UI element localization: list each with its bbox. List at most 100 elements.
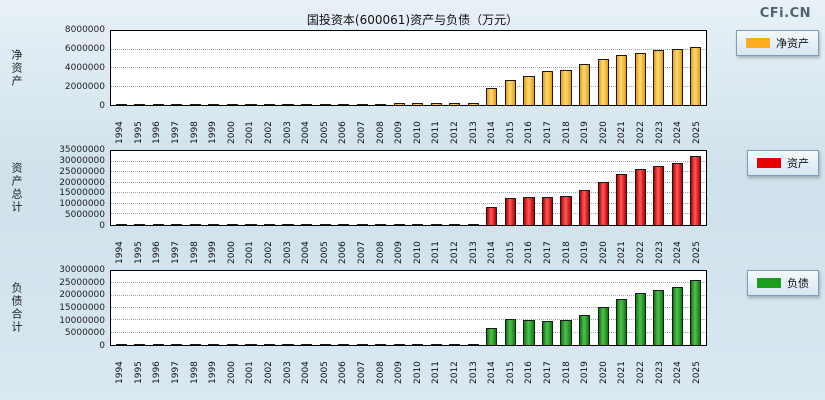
legend-label: 资产 bbox=[787, 157, 809, 170]
x-tick-2019: 2019 bbox=[580, 361, 591, 384]
bar-2020 bbox=[597, 306, 609, 345]
bar-2013 bbox=[467, 224, 479, 225]
bar-2021 bbox=[616, 174, 628, 225]
bar-2004 bbox=[301, 224, 313, 225]
y-axis-title-net-assets: 净资产 bbox=[10, 48, 23, 88]
bar-2000 bbox=[226, 224, 238, 225]
bar-2019 bbox=[578, 315, 591, 345]
bar-2023 bbox=[653, 290, 665, 345]
bar-2011 bbox=[430, 344, 442, 345]
x-tick-2009: 2009 bbox=[394, 361, 405, 384]
y-tick-label: 10000000 bbox=[59, 315, 105, 326]
x-tick-2002: 2002 bbox=[264, 241, 275, 264]
bar-1997 bbox=[171, 344, 183, 345]
page-title: 国投资本(600061)资产与负债（万元） bbox=[306, 13, 519, 27]
gridline bbox=[111, 202, 706, 204]
x-tick-2002: 2002 bbox=[264, 361, 275, 384]
x-tick-1997: 1997 bbox=[171, 121, 182, 144]
x-tick-2021: 2021 bbox=[617, 121, 628, 144]
x-tick-2024: 2024 bbox=[673, 361, 684, 384]
bar-2010 bbox=[412, 224, 424, 225]
bar-1997 bbox=[171, 224, 183, 225]
x-tick-2005: 2005 bbox=[319, 121, 330, 144]
x-tick-2013: 2013 bbox=[468, 361, 479, 384]
x-tick-1998: 1998 bbox=[189, 241, 200, 264]
header: 国投资本(600061)资产与负债（万元） CFi.CN bbox=[6, 4, 819, 30]
y-tick-label: 20000000 bbox=[59, 177, 105, 188]
bar-1997 bbox=[171, 104, 183, 105]
x-tick-1996: 1996 bbox=[152, 361, 163, 384]
x-tick-2007: 2007 bbox=[357, 241, 368, 264]
legend-total-liabilities: 负债 bbox=[747, 270, 819, 296]
x-tick-1994: 1994 bbox=[115, 241, 126, 264]
x-tick-1997: 1997 bbox=[171, 361, 182, 384]
x-tick-2004: 2004 bbox=[301, 121, 312, 144]
y-axis-title-total-liabilities: 负债合计 bbox=[10, 282, 23, 334]
bar-2009 bbox=[393, 103, 405, 105]
y-tick-label: 4000000 bbox=[64, 63, 105, 73]
bar-2002 bbox=[263, 344, 276, 345]
bar-2010 bbox=[412, 103, 424, 105]
plot-area-total-liabilities bbox=[110, 270, 707, 346]
bar-2003 bbox=[282, 224, 294, 225]
bar-1996 bbox=[152, 104, 164, 105]
x-tick-2015: 2015 bbox=[505, 361, 516, 384]
bar-2020 bbox=[597, 58, 609, 105]
y-tick-label: 0 bbox=[99, 101, 105, 111]
x-tick-2023: 2023 bbox=[654, 241, 665, 264]
bar-2020 bbox=[597, 181, 609, 225]
x-tick-2017: 2017 bbox=[542, 241, 553, 264]
x-tick-2008: 2008 bbox=[375, 121, 386, 144]
x-tick-2013: 2013 bbox=[468, 121, 479, 144]
bar-2025 bbox=[690, 46, 702, 105]
bar-2012 bbox=[449, 344, 461, 345]
x-tick-2007: 2007 bbox=[357, 361, 368, 384]
bar-2007 bbox=[356, 344, 368, 345]
x-tick-2012: 2012 bbox=[449, 361, 460, 384]
y-tick-label: 15000000 bbox=[59, 188, 105, 199]
bar-1994 bbox=[115, 104, 127, 105]
x-tick-2009: 2009 bbox=[394, 121, 405, 144]
gridline bbox=[111, 181, 706, 183]
x-tick-2019: 2019 bbox=[580, 241, 591, 264]
bar-1999 bbox=[208, 344, 220, 345]
bar-1999 bbox=[208, 224, 220, 225]
bar-2023 bbox=[653, 50, 665, 105]
x-tick-2001: 2001 bbox=[245, 361, 256, 384]
bar-2016 bbox=[523, 320, 535, 345]
charts-container: 净资产 0 2000000 4000000 6000000 8000000 1994 1995… bbox=[6, 25, 819, 384]
gridline bbox=[111, 160, 706, 162]
bar-2022 bbox=[634, 53, 646, 105]
x-tick-2017: 2017 bbox=[542, 361, 553, 384]
bar-2014 bbox=[486, 207, 498, 225]
bar-2012 bbox=[449, 224, 461, 225]
bar-1995 bbox=[134, 104, 146, 105]
gridline bbox=[111, 307, 706, 308]
bar-2008 bbox=[375, 344, 387, 345]
y-tick-label: 6000000 bbox=[64, 44, 105, 54]
legend-total-assets: 资产 bbox=[747, 150, 819, 176]
x-tick-2000: 2000 bbox=[226, 361, 237, 384]
bar-2024 bbox=[671, 162, 683, 225]
x-tick-2020: 2020 bbox=[598, 241, 609, 264]
bar-2015 bbox=[504, 319, 516, 345]
x-tick-2001: 2001 bbox=[245, 241, 256, 264]
plot-area-total-assets bbox=[110, 150, 707, 226]
bar-2015 bbox=[504, 80, 516, 105]
bar-2017 bbox=[541, 196, 554, 225]
bar-2005 bbox=[319, 344, 331, 345]
bar-2003 bbox=[282, 103, 294, 105]
gridline bbox=[111, 48, 706, 50]
bar-2025 bbox=[690, 156, 702, 225]
bar-2002 bbox=[263, 104, 276, 105]
x-tick-1999: 1999 bbox=[208, 361, 219, 384]
y-tick-label: 5000000 bbox=[64, 328, 105, 339]
gridline bbox=[111, 331, 706, 333]
y-axis-title-total-assets: 资产总计 bbox=[10, 162, 23, 214]
x-tick-1999: 1999 bbox=[208, 121, 219, 144]
bar-2006 bbox=[338, 344, 350, 345]
x-tick-1995: 1995 bbox=[133, 121, 144, 144]
x-tick-2022: 2022 bbox=[635, 121, 646, 144]
x-tick-1994: 1994 bbox=[115, 121, 126, 144]
